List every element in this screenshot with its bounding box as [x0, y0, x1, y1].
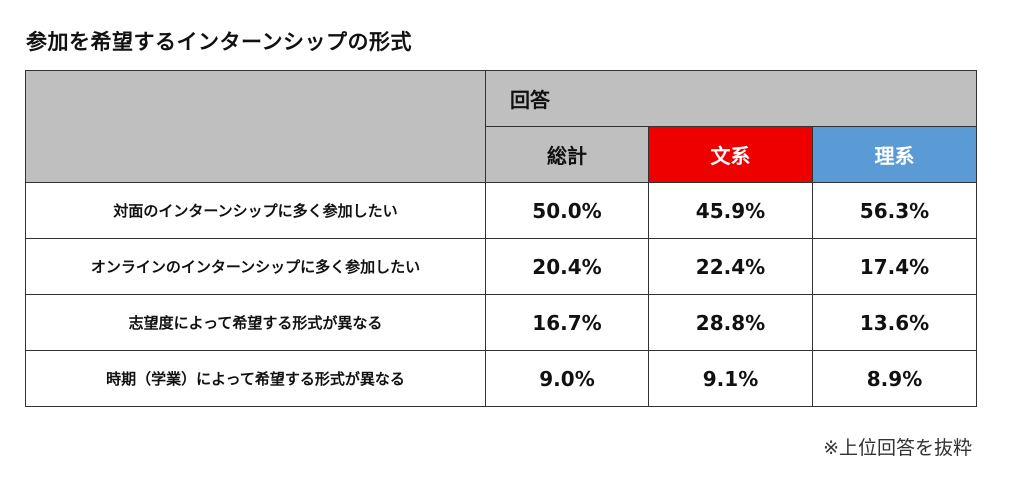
footnote: ※上位回答を抜粋 [823, 437, 972, 459]
cell-rikei: 56.3% [812, 182, 977, 239]
cell-total: 20.4% [485, 238, 649, 295]
chart-title: 参加を希望するインターンシップの形式 [26, 30, 412, 54]
column-header-total: 総計 [485, 126, 649, 183]
table-row: オンラインのインターンシップに多く参加したい 20.4% 22.4% 17.4% [25, 238, 977, 295]
row-label: オンラインのインターンシップに多く参加したい [25, 238, 486, 295]
table-row: 志望度によって希望する形式が異なる 16.7% 28.8% 13.6% [25, 294, 977, 351]
header-row-group: 回答 [25, 70, 977, 183]
data-table: 回答 総計 文系 理系 対面のインターンシップに多く参加したい 50.0% 45… [25, 70, 977, 407]
cell-rikei: 13.6% [812, 294, 977, 351]
row-label: 志望度によって希望する形式が異なる [25, 294, 486, 351]
cell-rikei: 8.9% [812, 350, 977, 407]
cell-bunkei: 22.4% [648, 238, 813, 295]
cell-bunkei: 28.8% [648, 294, 813, 351]
column-header-bunkei: 文系 [648, 126, 813, 183]
cell-total: 16.7% [485, 294, 649, 351]
cell-bunkei: 45.9% [648, 182, 813, 239]
row-label: 時期（学業）によって希望する形式が異なる [25, 350, 486, 407]
cell-total: 50.0% [485, 182, 649, 239]
header-row-columns: 総計 文系 理系 [26, 126, 977, 183]
cell-total: 9.0% [485, 350, 649, 407]
cell-rikei: 17.4% [812, 238, 977, 295]
row-label: 対面のインターンシップに多く参加したい [25, 182, 486, 239]
cell-bunkei: 9.1% [648, 350, 813, 407]
header-group-answer: 回答 [485, 70, 977, 127]
table-row: 対面のインターンシップに多く参加したい 50.0% 45.9% 56.3% [25, 182, 977, 239]
header-corner-cell [25, 70, 486, 183]
table-row: 時期（学業）によって希望する形式が異なる 9.0% 9.1% 8.9% [25, 350, 977, 407]
column-header-rikei: 理系 [812, 126, 977, 183]
